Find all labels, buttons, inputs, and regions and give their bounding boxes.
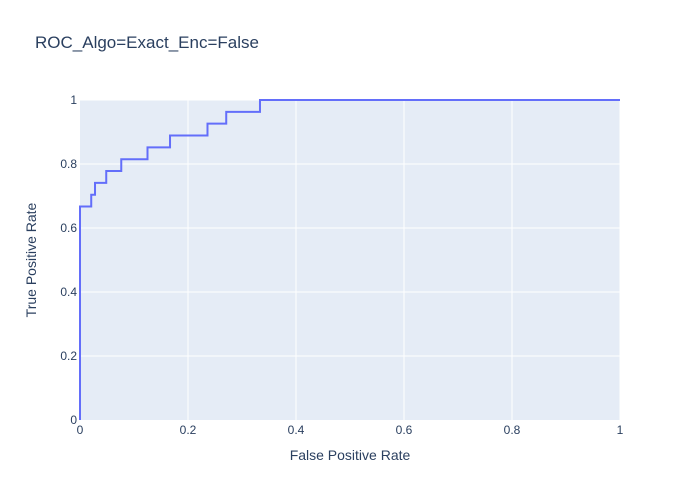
x-tick-label: 0.2 [180,423,197,437]
x-tick-label: 0 [77,423,84,437]
y-tick-label: 0.2 [60,349,77,363]
y-tick-label: 0.4 [60,285,77,299]
x-tick-label: 1 [617,423,624,437]
x-tick-label: 0.8 [504,423,521,437]
x-axis-title: False Positive Rate [289,447,411,463]
x-tick-label: 0.4 [288,423,305,437]
chart-title: ROC_Algo=Exact_Enc=False [35,33,259,52]
roc-curve-line [79,99,620,420]
plot-background [80,100,620,420]
x-tick-label: 0.6 [396,423,413,437]
y-tick-label: 1 [70,93,77,107]
y-tick-label: 0.8 [60,157,77,171]
y-axis-title: True Positive Rate [23,202,39,318]
y-tick-label: 0.6 [60,221,77,235]
y-tick-label: 0 [70,413,77,427]
